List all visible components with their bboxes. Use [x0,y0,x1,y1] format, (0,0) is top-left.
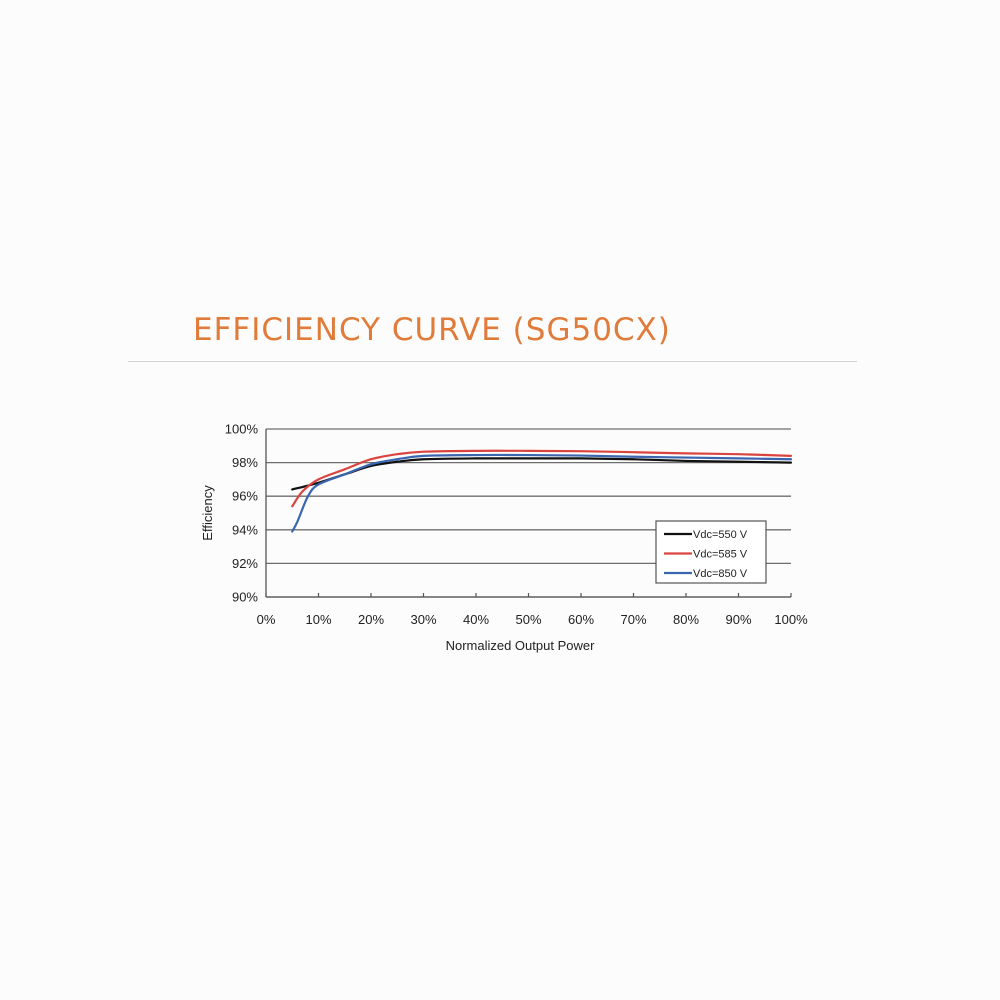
x-tick-label: 40% [463,612,489,627]
chart-series [291,449,793,533]
title-divider [128,361,857,362]
y-axis-title: Efficiency [200,485,215,541]
chart-axes [265,429,792,598]
y-tick-label: 92% [232,556,258,571]
chart-legend: Vdc=550 V Vdc=585 V Vdc=850 V [655,520,767,584]
y-tick-label: 96% [232,489,258,504]
y-tick-label: 94% [232,522,258,537]
x-tick-label: 70% [620,612,646,627]
y-tick-label: 100% [225,422,259,437]
series-line-vdc-850-v [291,453,793,533]
x-tick-label: 80% [673,612,699,627]
x-tick-label: 30% [410,612,436,627]
x-axis-tick-labels: 0% 10% 20% 30% 40% 50% 60% 70% 80% 90% 100% [257,612,808,627]
y-tick-label: 90% [232,590,258,605]
x-tick-label: 20% [358,612,384,627]
legend-label: Vdc=585 V [693,549,748,561]
series-line-vdc-585-v [291,449,793,508]
x-tick-label: 50% [515,612,541,627]
x-tick-label: 100% [774,612,808,627]
y-tick-label: 98% [232,455,258,470]
legend-label: Vdc=850 V [693,568,748,580]
x-axis-title: Normalized Output Power [446,638,596,653]
page-title: EFFICIENCY CURVE (SG50CX) [193,312,671,348]
legend-label: Vdc=550 V [693,529,748,541]
x-tick-label: 60% [568,612,594,627]
y-axis-tick-labels: 90% 92% 94% 96% 98% 100% [225,422,259,605]
x-tick-label: 90% [725,612,751,627]
x-tick-label: 0% [257,612,276,627]
x-tick-label: 10% [305,612,331,627]
